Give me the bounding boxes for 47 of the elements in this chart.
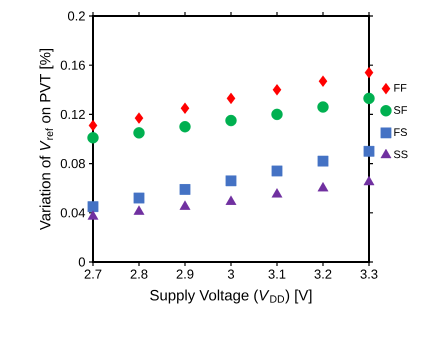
y-axis-title: Variation of V$_{ref}$ on PVT [%] bbox=[40, 48, 54, 230]
point bbox=[134, 192, 144, 204]
y-tick-label: 0.08 bbox=[60, 159, 85, 168]
point bbox=[272, 188, 282, 198]
point bbox=[88, 210, 98, 220]
point bbox=[271, 108, 283, 120]
point bbox=[179, 121, 191, 132]
point bbox=[226, 175, 236, 186]
point bbox=[88, 201, 98, 212]
point bbox=[226, 196, 236, 205]
point bbox=[180, 184, 190, 195]
point bbox=[226, 92, 236, 104]
x-tick-label: 2.7 bbox=[84, 270, 102, 279]
y-tick-label: 0.12 bbox=[60, 110, 85, 119]
point bbox=[364, 146, 374, 157]
y-tick-label: 0.2 bbox=[68, 11, 85, 21]
x-axis-title: Supply Voltage (V$_{DD}$) [V] bbox=[150, 290, 312, 304]
x-tick-label: 3.1 bbox=[268, 270, 286, 279]
point bbox=[134, 205, 144, 215]
point bbox=[317, 101, 329, 113]
x-tick-label: 3.2 bbox=[314, 270, 332, 279]
point bbox=[180, 200, 190, 210]
legend-label: SS bbox=[394, 150, 408, 158]
x-tick-label: 3 bbox=[228, 270, 234, 279]
y-tick-label: 0.16 bbox=[60, 60, 85, 70]
legend-label: FS bbox=[394, 128, 407, 136]
point bbox=[364, 66, 374, 78]
legend-label: SF bbox=[394, 106, 408, 114]
x-tick-label: 2.9 bbox=[176, 270, 194, 279]
point bbox=[318, 182, 328, 192]
x-tick-label: 3.3 bbox=[360, 270, 378, 279]
y-tick-label: 0.04 bbox=[60, 208, 86, 218]
point bbox=[363, 92, 375, 104]
point bbox=[134, 112, 144, 124]
point bbox=[133, 127, 145, 139]
point bbox=[272, 84, 282, 96]
y-tick-label: 0 bbox=[78, 257, 85, 267]
point bbox=[225, 114, 237, 126]
point bbox=[87, 132, 99, 144]
point bbox=[318, 156, 328, 167]
point bbox=[272, 166, 282, 176]
point bbox=[318, 75, 328, 87]
x-tick-label: 2.8 bbox=[130, 270, 148, 279]
point bbox=[180, 102, 190, 114]
point bbox=[364, 176, 374, 186]
legend-label: FF bbox=[394, 84, 406, 92]
point bbox=[88, 120, 98, 132]
